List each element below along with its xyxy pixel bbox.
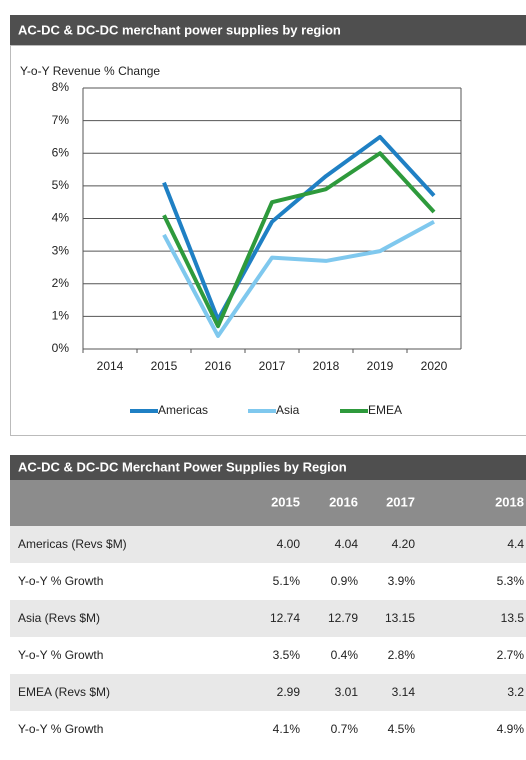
cell: 3.5% [273, 648, 301, 662]
x-tick-label: 2019 [367, 359, 394, 373]
x-tick-label: 2015 [151, 359, 178, 373]
table-row [10, 526, 526, 563]
table-header [10, 455, 526, 480]
column-header: 2018 [495, 494, 524, 509]
table-row [10, 563, 526, 600]
column-header-row [10, 480, 526, 526]
y-tick-label: 7% [52, 113, 70, 127]
chart-header [10, 15, 526, 45]
x-tick-label: 2016 [205, 359, 232, 373]
y-axis-label: Y-o-Y Revenue % Change [20, 64, 160, 78]
y-tick-label: 0% [52, 341, 70, 355]
table-title: AC-DC & DC-DC Merchant Power Supplies by… [18, 459, 347, 474]
column-header: 2016 [329, 494, 358, 509]
column-header: 2015 [271, 494, 300, 509]
cell: 4.00 [277, 537, 301, 551]
row-label: Asia (Revs $M) [18, 611, 100, 625]
cell: 3.01 [335, 685, 359, 699]
row-label: EMEA (Revs $M) [18, 685, 110, 699]
cell: 0.4% [331, 648, 359, 662]
y-tick-label: 5% [52, 178, 70, 192]
cell: 2.99 [277, 685, 301, 699]
chart-frame [10, 45, 526, 436]
cell: 4.4 [507, 537, 524, 551]
column-header: 2017 [386, 494, 415, 509]
cell: 4.1% [273, 722, 301, 736]
y-tick-label: 1% [52, 309, 70, 323]
y-tick-label: 6% [52, 145, 70, 159]
cell: 0.7% [331, 722, 359, 736]
series-line [162, 220, 435, 338]
series-line [162, 151, 436, 329]
row-label: Y-o-Y % Growth [18, 722, 103, 736]
cell: 3.9% [388, 574, 416, 588]
cell: 13.5 [501, 611, 525, 625]
x-tick-label: 2018 [313, 359, 340, 373]
y-tick-label: 3% [52, 243, 70, 257]
cell: 4.9% [497, 722, 525, 736]
table-row [10, 600, 526, 637]
cell: 4.5% [388, 722, 416, 736]
x-tick-label: 2017 [259, 359, 286, 373]
cell: 2.8% [388, 648, 416, 662]
cell: 3.14 [392, 685, 416, 699]
cell: 4.04 [335, 537, 359, 551]
row-label: Y-o-Y % Growth [18, 648, 103, 662]
legend-label: Asia [276, 403, 300, 417]
cell: 12.79 [328, 611, 358, 625]
x-tick-label: 2014 [97, 359, 124, 373]
cell: 5.1% [273, 574, 301, 588]
table-row [10, 674, 526, 711]
cell: 5.3% [497, 574, 525, 588]
row-label: Y-o-Y % Growth [18, 574, 103, 588]
y-tick-label: 4% [52, 211, 70, 225]
y-tick-label: 2% [52, 276, 70, 290]
cell: 12.74 [270, 611, 300, 625]
legend-label: EMEA [368, 403, 402, 417]
x-tick-label: 2020 [421, 359, 448, 373]
table-row [10, 637, 526, 674]
row-label: Americas (Revs $M) [18, 537, 127, 551]
legend-label: Americas [158, 403, 208, 417]
cell: 13.15 [385, 611, 415, 625]
cell: 2.7% [497, 648, 525, 662]
cell: 3.2 [507, 685, 524, 699]
table-row [10, 711, 526, 748]
chart-title: AC-DC & DC-DC merchant power supplies by… [18, 22, 341, 37]
y-tick-label: 8% [52, 80, 70, 94]
cell: 0.9% [331, 574, 359, 588]
series-line [162, 134, 436, 322]
cell: 4.20 [392, 537, 416, 551]
